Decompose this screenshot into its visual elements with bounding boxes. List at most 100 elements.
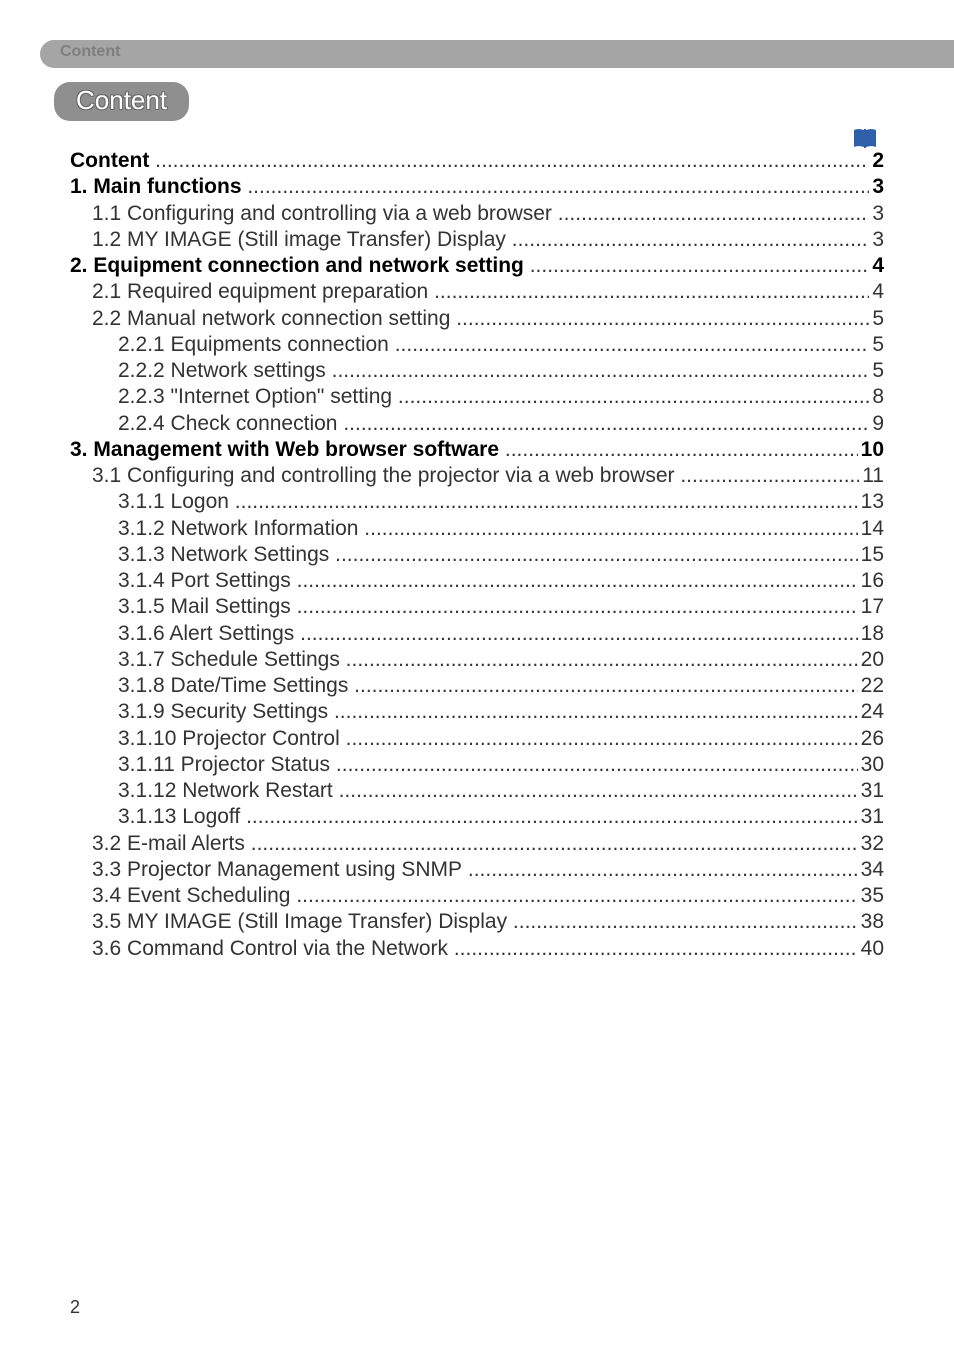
toc-entry[interactable]: 3.1 Configuring and controlling the proj… <box>70 463 884 489</box>
toc-entry[interactable]: Content ................................… <box>70 148 884 174</box>
toc-entry-title: 1.2 MY IMAGE (Still image Transfer) Disp… <box>92 227 512 253</box>
toc-entry-title: 3.1.3 Network Settings <box>118 542 335 568</box>
toc-entry-title: 3.1.10 Projector Control <box>118 726 346 752</box>
toc-entry[interactable]: 2.2.1 Equipments connection ............… <box>70 332 884 358</box>
toc-entry-page: 35 <box>858 883 884 909</box>
toc-leader-dots: ........................................… <box>346 726 858 752</box>
toc-entry-title: 3.1.2 Network Information <box>118 516 364 542</box>
toc-entry[interactable]: 2.2.2 Network settings .................… <box>70 358 884 384</box>
toc-entry-title: 3.4 Event Scheduling <box>92 883 296 909</box>
toc-leader-dots: ........................................… <box>343 411 869 437</box>
toc-entry-page: 5 <box>869 332 884 358</box>
toc-entry[interactable]: 3.5 MY IMAGE (Still Image Transfer) Disp… <box>70 909 884 935</box>
toc-entry-page: 31 <box>858 804 884 830</box>
toc-leader-dots: ........................................… <box>558 201 870 227</box>
toc-leader-dots: ........................................… <box>155 148 869 174</box>
toc-entry-title: 2.1 Required equipment preparation <box>92 279 434 305</box>
toc-entry[interactable]: 1.2 MY IMAGE (Still image Transfer) Disp… <box>70 227 884 253</box>
toc-entry[interactable]: 3.1.1 Logon ............................… <box>70 489 884 515</box>
toc-entry[interactable]: 2. Equipment connection and network sett… <box>70 253 884 279</box>
toc-leader-dots: ........................................… <box>334 699 858 725</box>
toc-entry-page: 4 <box>869 279 884 305</box>
page-container: Content Content Content ................… <box>0 0 954 1354</box>
toc-entry-page: 10 <box>858 437 884 463</box>
toc-leader-dots: ........................................… <box>454 936 858 962</box>
toc-entry-page: 38 <box>858 909 884 935</box>
toc-entry-page: 31 <box>858 778 884 804</box>
toc-entry[interactable]: 2.2 Manual network connection setting ..… <box>70 306 884 332</box>
toc-entry-title: 3.1.1 Logon <box>118 489 235 515</box>
toc-entry-page: 5 <box>869 306 884 332</box>
toc-entry[interactable]: 3.3 Projector Management using SNMP ....… <box>70 857 884 883</box>
toc-entry-page: 17 <box>858 594 884 620</box>
toc-entry[interactable]: 3. Management with Web browser software … <box>70 437 884 463</box>
toc-entry[interactable]: 3.1.6 Alert Settings ...................… <box>70 621 884 647</box>
toc-leader-dots: ........................................… <box>339 778 858 804</box>
toc-entry-page: 30 <box>858 752 884 778</box>
toc-entry-title: 1. Main functions <box>70 174 247 200</box>
toc-entry[interactable]: 3.1.4 Port Settings ....................… <box>70 568 884 594</box>
toc-leader-dots: ........................................… <box>300 621 858 647</box>
toc-entry[interactable]: 1. Main functions ......................… <box>70 174 884 200</box>
toc-entry[interactable]: 3.1.5 Mail Settings ....................… <box>70 594 884 620</box>
toc-entry-page: 4 <box>869 253 884 279</box>
page-title: Content <box>54 82 189 121</box>
toc-entry-title: 3.6 Command Control via the Network <box>92 936 454 962</box>
toc-leader-dots: ........................................… <box>398 384 869 410</box>
toc-entry[interactable]: 3.1.7 Schedule Settings ................… <box>70 647 884 673</box>
toc-entry[interactable]: 2.2.4 Check connection .................… <box>70 411 884 437</box>
toc-entry[interactable]: 3.2 E-mail Alerts ......................… <box>70 831 884 857</box>
toc-leader-dots: ........................................… <box>512 227 870 253</box>
toc-entry-page: 40 <box>858 936 884 962</box>
toc-entry-title: 2.2 Manual network connection setting <box>92 306 456 332</box>
toc-entry-title: 3.1.11 Projector Status <box>118 752 336 778</box>
toc-leader-dots: ........................................… <box>235 489 858 515</box>
toc-leader-dots: ........................................… <box>456 306 869 332</box>
toc-leader-dots: ........................................… <box>364 516 857 542</box>
toc-leader-dots: ........................................… <box>335 542 858 568</box>
table-of-contents: Content ................................… <box>70 148 884 962</box>
toc-leader-dots: ........................................… <box>530 253 870 279</box>
toc-entry-page: 9 <box>869 411 884 437</box>
toc-entry-title: 2.2.2 Network settings <box>118 358 332 384</box>
toc-entry-title: 3.1 Configuring and controlling the proj… <box>92 463 680 489</box>
page-number: 2 <box>70 1297 80 1318</box>
toc-entry[interactable]: 3.4 Event Scheduling ...................… <box>70 883 884 909</box>
toc-entry[interactable]: 3.1.10 Projector Control ...............… <box>70 726 884 752</box>
toc-entry[interactable]: 3.1.13 Logoff ..........................… <box>70 804 884 830</box>
toc-entry[interactable]: 3.1.8 Date/Time Settings ...............… <box>70 673 884 699</box>
toc-entry-page: 22 <box>858 673 884 699</box>
toc-entry-page: 3 <box>869 227 884 253</box>
toc-entry-page: 18 <box>858 621 884 647</box>
toc-entry[interactable]: 2.1 Required equipment preparation .....… <box>70 279 884 305</box>
toc-leader-dots: ........................................… <box>434 279 869 305</box>
toc-entry[interactable]: 3.1.2 Network Information ..............… <box>70 516 884 542</box>
toc-entry-title: 2.2.1 Equipments connection <box>118 332 395 358</box>
toc-entry-title: 1.1 Configuring and controlling via a we… <box>92 201 558 227</box>
toc-leader-dots: ........................................… <box>297 594 858 620</box>
toc-leader-dots: ........................................… <box>395 332 870 358</box>
toc-entry-page: 2 <box>869 148 884 174</box>
toc-entry-title: 3.1.9 Security Settings <box>118 699 334 725</box>
toc-entry[interactable]: 2.2.3 "Internet Option" setting ........… <box>70 384 884 410</box>
toc-leader-dots: ........................................… <box>680 463 859 489</box>
toc-entry-title: 3.1.5 Mail Settings <box>118 594 297 620</box>
toc-entry-page: 3 <box>869 174 884 200</box>
toc-leader-dots: ........................................… <box>354 673 857 699</box>
toc-leader-dots: ........................................… <box>246 804 858 830</box>
toc-entry-title: 3.2 E-mail Alerts <box>92 831 251 857</box>
toc-entry[interactable]: 3.1.11 Projector Status ................… <box>70 752 884 778</box>
toc-entry[interactable]: 3.1.9 Security Settings ................… <box>70 699 884 725</box>
toc-leader-dots: ........................................… <box>247 174 869 200</box>
toc-entry[interactable]: 3.6 Command Control via the Network ....… <box>70 936 884 962</box>
toc-entry[interactable]: 1.1 Configuring and controlling via a we… <box>70 201 884 227</box>
toc-entry-page: 32 <box>858 831 884 857</box>
toc-entry[interactable]: 3.1.3 Network Settings .................… <box>70 542 884 568</box>
toc-entry-page: 3 <box>869 201 884 227</box>
header-bar-bg <box>40 40 954 68</box>
toc-entry-title: 3.1.6 Alert Settings <box>118 621 300 647</box>
header-bar-label: Content <box>60 43 120 61</box>
toc-leader-dots: ........................................… <box>332 358 870 384</box>
toc-entry[interactable]: 3.1.12 Network Restart .................… <box>70 778 884 804</box>
toc-entry-title: 3.1.4 Port Settings <box>118 568 297 594</box>
